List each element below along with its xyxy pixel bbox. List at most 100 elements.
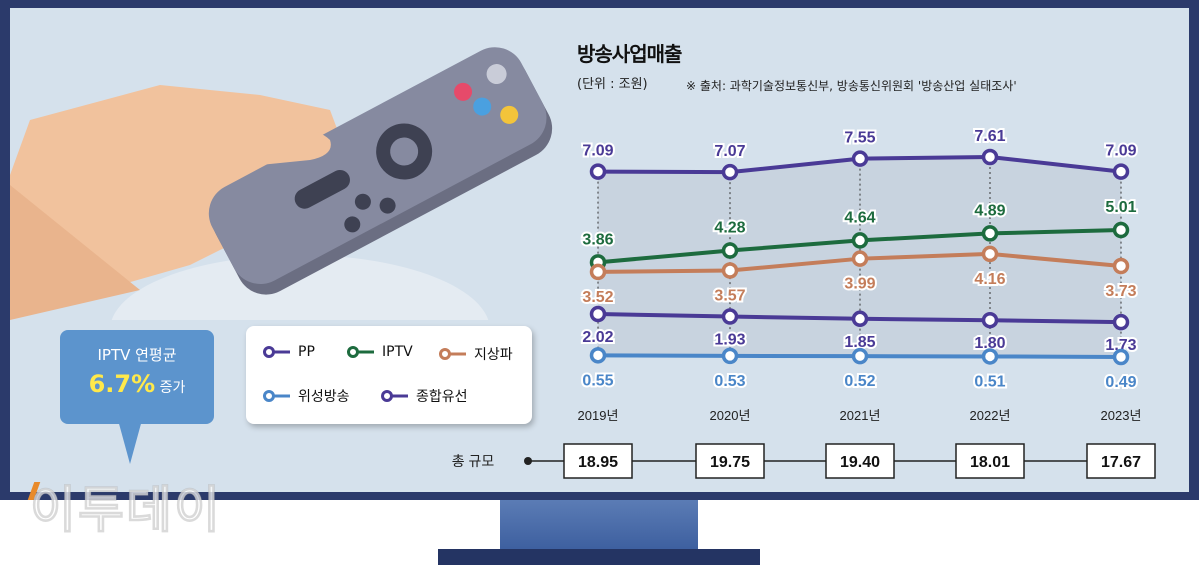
tv-stand-neck (500, 500, 698, 550)
total-box (695, 443, 765, 479)
callout-value: 6.7% (88, 370, 156, 398)
data-label: 0.55 (582, 372, 613, 389)
legend-item-pp: PP (262, 344, 315, 360)
data-label: 4.16 (974, 271, 1005, 288)
series-terrestrial: 3.52 3.57 3.99 4.16 3.73 (580, 245, 1139, 308)
callout-value-line: 6.7% 증가 (60, 370, 214, 398)
x-tick-label: 2023년 (1101, 408, 1142, 423)
data-label: 3.57 (714, 287, 745, 304)
legend-item-terrestrial: 지상파 (438, 344, 513, 364)
data-label: 7.09 (1105, 143, 1136, 160)
data-point (981, 148, 999, 166)
legend-label: 종합유선 (416, 389, 468, 405)
total-value: 19.75 (710, 454, 750, 471)
data-point (721, 242, 739, 259)
legend-label: 위성방송 (298, 389, 350, 405)
data-point (851, 347, 869, 365)
data-point (589, 263, 607, 281)
legend-swatch (381, 390, 408, 402)
data-label: 0.53 (714, 373, 745, 390)
data-point (851, 250, 869, 267)
data-label: 7.55 (844, 130, 875, 147)
data-point (851, 310, 869, 328)
data-point (721, 163, 739, 181)
data-label: 5.01 (1105, 199, 1136, 216)
data-label: 7.61 (974, 128, 1005, 145)
data-point (981, 348, 999, 365)
series-iptv: 3.86 4.28 4.64 4.89 5.01 (580, 197, 1139, 271)
data-point (981, 245, 999, 263)
data-label: 4.89 (974, 202, 1005, 219)
data-point (589, 305, 607, 323)
legend-label: 지상파 (474, 347, 513, 363)
callout-prefix: IPTV 연평균 (97, 346, 177, 364)
data-point (1112, 221, 1130, 239)
data-point (981, 311, 999, 329)
data-label: 4.28 (714, 220, 745, 237)
data-label: 3.86 (582, 231, 613, 248)
data-label: 3.99 (844, 276, 875, 293)
total-box (955, 443, 1025, 479)
callout-bubble (60, 330, 214, 424)
remote-icon (208, 47, 553, 295)
legend-label: IPTV (382, 344, 413, 360)
legend-swatch (263, 346, 290, 358)
x-tick-label: 2022년 (970, 408, 1011, 423)
watermark-logo: 이투데이 (30, 481, 222, 540)
x-tick-label: 2020년 (710, 408, 751, 423)
hand-remote-illustration (10, 47, 553, 320)
data-label: 0.51 (974, 373, 1005, 390)
legend-label: PP (298, 344, 315, 360)
data-point (851, 150, 869, 167)
hand-shadow (10, 185, 140, 320)
total-box (1086, 443, 1156, 479)
chart-title: 방송사업매출 (577, 42, 682, 66)
legend-swatch (439, 348, 466, 360)
unit-label: (단위 : 조원) (577, 77, 648, 92)
legend-item-cable: 종합유선 (380, 386, 468, 406)
series-satellite: 0.55 0.53 0.52 0.51 0.49 (580, 347, 1139, 393)
floor-shadow (111, 255, 489, 320)
data-label: 1.73 (1105, 337, 1136, 354)
data-point (589, 347, 607, 364)
data-point (721, 262, 739, 279)
thumb-icon (255, 128, 331, 165)
total-box (563, 443, 633, 479)
data-point (981, 225, 999, 242)
data-point (589, 163, 607, 180)
legend-item-iptv: IPTV (346, 344, 413, 360)
data-label: 0.49 (1105, 374, 1136, 391)
tv-stand-base (438, 549, 760, 565)
data-label: 2.02 (582, 329, 613, 346)
total-value: 18.95 (578, 454, 618, 471)
data-label: 1.85 (844, 334, 875, 351)
data-label: 1.80 (974, 335, 1005, 352)
data-label: 7.07 (714, 143, 745, 160)
callout-tail (118, 420, 142, 464)
data-point (1112, 257, 1130, 275)
data-label: 4.64 (844, 209, 875, 226)
total-value: 18.01 (970, 454, 1010, 471)
data-label: 1.93 (714, 332, 745, 349)
x-tick-label: 2021년 (840, 408, 881, 423)
series-cable: 2.02 1.93 1.85 1.80 1.73 (580, 305, 1139, 356)
total-label: 총 규모 (452, 453, 495, 469)
data-label: 3.73 (1105, 283, 1136, 300)
callout-suffix: 증가 (159, 380, 186, 396)
data-point (851, 232, 869, 249)
total-value: 17.67 (1101, 454, 1141, 471)
source-note: ※ 출처: 과학기술정보통신부, 방송통신위원회 '방송산업 실태조사' (686, 79, 1017, 93)
data-label: 7.09 (582, 143, 613, 160)
legend-swatch (347, 346, 374, 358)
data-point (1112, 348, 1130, 366)
legend-swatch (263, 390, 290, 402)
total-bullet (524, 457, 532, 465)
total-value: 19.40 (840, 454, 880, 471)
x-tick-label: 2019년 (578, 408, 619, 423)
total-box (825, 443, 895, 479)
data-point (721, 347, 739, 365)
data-point (1112, 313, 1130, 331)
series-pp: 7.09 7.07 7.55 7.61 7.09 (580, 126, 1139, 181)
